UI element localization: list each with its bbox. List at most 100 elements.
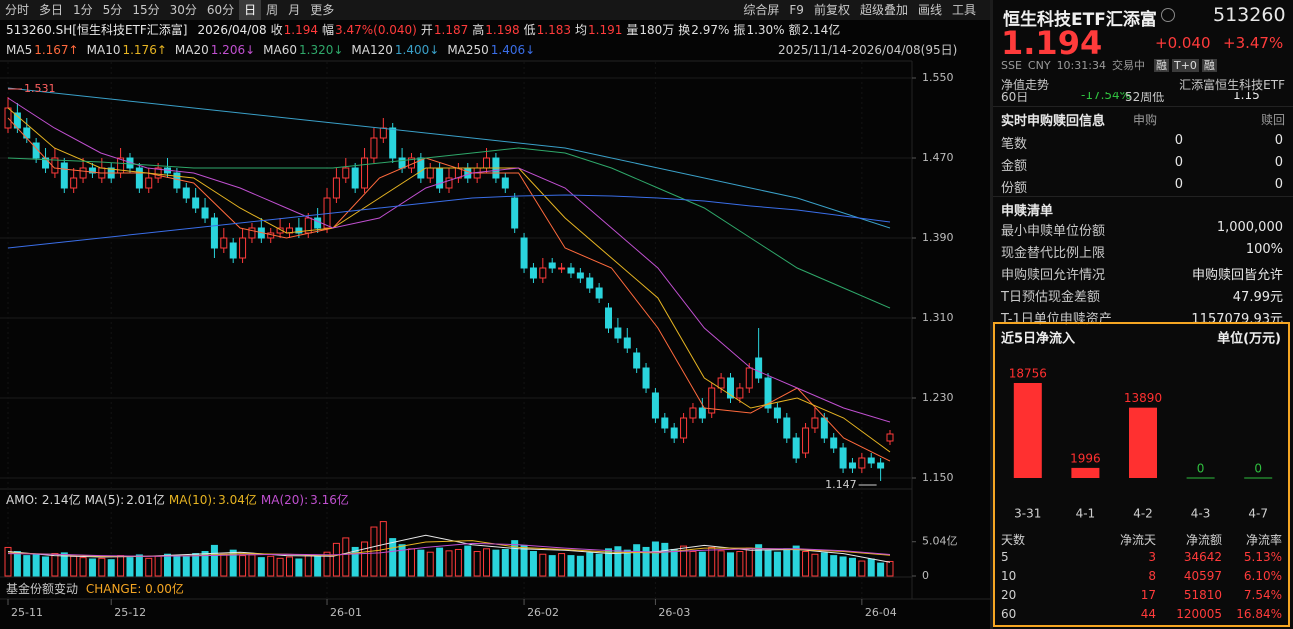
candle-body <box>229 242 237 259</box>
candle-body <box>210 217 218 249</box>
period-tab[interactable]: 多日 <box>39 3 64 17</box>
tool-button[interactable]: 工具 <box>951 3 976 17</box>
candle-body <box>877 462 885 469</box>
candle-body <box>558 267 566 270</box>
candle-body <box>642 367 650 389</box>
volume-bar <box>351 546 359 577</box>
period-tab[interactable]: 更多 <box>310 3 335 17</box>
x-tick-label: 25-11 <box>11 606 43 619</box>
table-cell: 7.54% <box>1243 588 1282 602</box>
volume-bar <box>173 555 181 577</box>
ma-line <box>7 542 891 557</box>
tool-button[interactable]: 综合屏 <box>743 3 780 17</box>
row-label: 现金替代比例上限 <box>1001 246 1106 261</box>
ma-name: MA250 <box>447 43 489 57</box>
volume-bar <box>210 544 218 577</box>
candle-body <box>867 457 875 464</box>
column-header: 申购 <box>1132 113 1157 127</box>
candle-body <box>689 407 697 419</box>
period-tab[interactable]: 30分 <box>169 3 197 17</box>
table-cell: 44 <box>1140 607 1156 621</box>
candle-body <box>332 177 340 199</box>
volume-bar <box>783 548 791 577</box>
volume-bar <box>79 557 87 577</box>
vol-ma-name: MA(5): <box>84 493 125 507</box>
row-label: 笔数 <box>1001 137 1028 152</box>
status-item: 10:31:34 <box>1056 59 1106 72</box>
volume-bar <box>285 556 293 577</box>
quote-label: 幅 <box>322 23 335 37</box>
info-icon[interactable] <box>1161 8 1175 22</box>
table-cell: 6.10% <box>1243 569 1282 583</box>
fund-share-change: CHANGE: 0.00亿 <box>85 582 184 596</box>
candle-body <box>417 157 425 179</box>
volume-bar <box>529 551 537 577</box>
volume-bar <box>257 557 265 577</box>
candle-body <box>820 417 828 439</box>
quote-value: 3.47%(0.040) <box>335 23 417 37</box>
section-title: 实时申购赎回信息 <box>1001 114 1106 129</box>
price-chart: 1.550 1.470 1.390 1.310 1.230 1.150 25-11 25-12… <box>0 60 990 619</box>
period-tab[interactable]: 月 <box>288 3 301 17</box>
nav-cut-item: 1.15 <box>1233 92 1260 102</box>
candle-body <box>651 392 659 419</box>
ma-line <box>7 87 891 229</box>
candle-body <box>483 157 491 169</box>
column-header: 净流天 <box>1119 533 1156 547</box>
tool-button[interactable]: F9 <box>789 3 804 17</box>
volume-bar <box>295 558 303 577</box>
volume-bar <box>445 550 453 577</box>
candle-body <box>764 377 772 409</box>
tool-button[interactable]: 前复权 <box>813 3 850 17</box>
quote-value: 1.187 <box>433 23 469 37</box>
candle-body <box>548 262 556 269</box>
candle-body <box>276 227 284 234</box>
x-tick-label: 4-3 <box>1191 507 1211 521</box>
y-tick-label: 1.390 <box>922 231 954 244</box>
ma-value: 1.406↓ <box>490 43 536 57</box>
volume-bar <box>858 560 866 577</box>
quote-label: 换 <box>678 23 691 37</box>
row-value: 0 <box>1174 177 1183 192</box>
table-cell: 51810 <box>1183 588 1222 602</box>
period-tab[interactable]: 60分 <box>206 3 235 17</box>
volume-bar <box>98 557 106 577</box>
volume-bar <box>13 551 21 577</box>
volume-bar <box>736 551 744 577</box>
volume-bar <box>192 553 200 577</box>
candle-body <box>32 142 40 159</box>
candle-body <box>567 267 575 274</box>
volume-bar <box>867 558 875 577</box>
candle-body <box>576 272 584 279</box>
divider <box>990 0 993 629</box>
candle-body <box>361 157 369 189</box>
volume-bar <box>454 548 462 577</box>
volume-bar <box>567 555 575 577</box>
bar <box>1013 383 1042 478</box>
tool-button[interactable]: 超级叠加 <box>859 3 908 17</box>
candle-body <box>135 167 143 189</box>
value-label: 0 <box>1197 462 1205 476</box>
candle-body <box>154 167 162 179</box>
volume-bar <box>548 555 556 577</box>
period-tab[interactable]: 15分 <box>132 3 160 17</box>
fund-name: 恒生科技ETF汇添富 <box>1003 10 1157 30</box>
divider <box>993 196 1293 197</box>
table-cell: 3 <box>1148 550 1156 564</box>
period-tab[interactable]: 周 <box>266 3 279 17</box>
volume-bar <box>773 551 781 577</box>
volume-bar <box>361 541 369 577</box>
period-tab[interactable]: 日 <box>239 0 262 20</box>
period-tab[interactable]: 分时 <box>5 3 30 17</box>
volume-bar <box>323 551 331 577</box>
amo-value: 2.14亿 <box>41 493 81 507</box>
volume-bar <box>220 553 228 577</box>
period-tab[interactable]: 5分 <box>102 3 123 17</box>
volume-bar <box>314 555 322 577</box>
quote-value: 1.183 <box>536 23 571 37</box>
tool-button[interactable]: 画线 <box>917 3 942 17</box>
candle-body <box>726 377 734 399</box>
volume-bar <box>60 552 68 577</box>
period-tab[interactable]: 1分 <box>73 3 93 17</box>
candle-body <box>426 167 434 179</box>
